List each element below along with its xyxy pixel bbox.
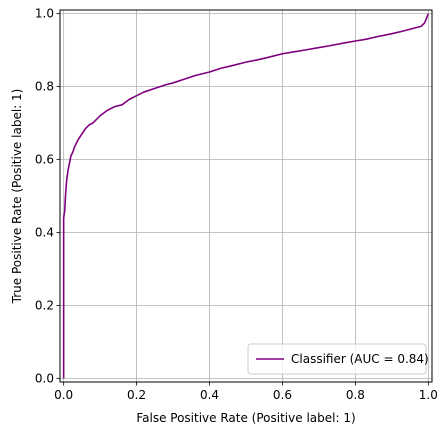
y-tick-label: 0.4 (35, 225, 54, 239)
legend-box (247, 343, 427, 375)
legend: Classifier (AUC = 0.84) (247, 343, 429, 375)
legend-entry-label: Classifier (AUC = 0.84) (291, 352, 429, 366)
plot-area (60, 10, 432, 382)
y-axis-label: True Positive Rate (Positive label: 1) (10, 89, 24, 305)
y-tick-label: 1.0 (35, 7, 54, 21)
x-tick-label: 0.0 (54, 388, 73, 402)
x-tick-label: 0.2 (127, 388, 146, 402)
x-tick-label: 0.4 (200, 388, 219, 402)
y-ticks: 0.0 0.2 0.4 0.6 0.8 1.0 (35, 7, 60, 385)
y-tick-label: 0.0 (35, 371, 54, 385)
y-tick-label: 0.2 (35, 298, 54, 312)
x-tick-label: 0.8 (346, 388, 365, 402)
x-ticks: 0.0 0.2 0.4 0.6 0.8 1.0 (54, 382, 438, 402)
roc-curve-line (62, 13, 430, 379)
y-tick-label: 0.6 (35, 153, 54, 167)
x-tick-label: 1.0 (419, 388, 438, 402)
y-tick-label: 0.8 (35, 80, 54, 94)
series-layer (62, 13, 430, 379)
x-axis-label: False Positive Rate (Positive label: 1) (136, 411, 355, 425)
plot-frame (59, 9, 433, 383)
x-tick-label: 0.6 (273, 388, 292, 402)
